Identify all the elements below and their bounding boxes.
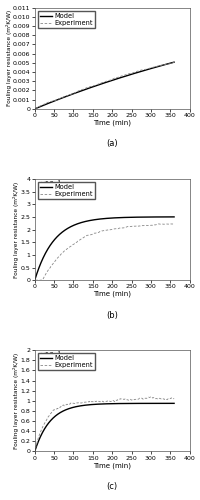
Experiment	[34, 106, 37, 112]
Experiment	[117, 226, 119, 232]
X-axis label: Time (min): Time (min)	[93, 120, 131, 126]
Model	[96, 216, 98, 222]
Model	[69, 405, 71, 411]
Model	[126, 72, 128, 78]
Model	[126, 400, 128, 406]
Model	[172, 59, 174, 65]
Legend: Model, Experiment: Model, Experiment	[38, 354, 95, 370]
Model	[172, 214, 174, 220]
Model	[58, 410, 60, 416]
Experiment	[156, 221, 159, 227]
Model	[69, 92, 71, 98]
Experiment	[34, 277, 37, 283]
Text: (c): (c)	[106, 482, 117, 491]
Experiment	[119, 225, 121, 231]
Model	[96, 82, 98, 88]
Model	[33, 448, 36, 454]
Experiment	[116, 74, 119, 80]
Model	[58, 96, 60, 102]
Experiment	[34, 445, 37, 451]
Experiment	[150, 64, 153, 70]
Text: (a): (a)	[106, 140, 117, 148]
Model	[58, 232, 60, 237]
Text: (b): (b)	[106, 310, 118, 320]
Model	[115, 76, 117, 82]
Line: Model: Model	[35, 217, 173, 280]
Model	[115, 215, 117, 221]
Experiment	[119, 74, 121, 80]
Experiment	[151, 222, 153, 228]
Experiment	[35, 277, 37, 283]
Model	[126, 214, 128, 220]
Model	[138, 400, 140, 406]
Line: Experiment: Experiment	[35, 62, 173, 108]
X-axis label: Time (min): Time (min)	[93, 462, 131, 468]
Experiment	[116, 226, 119, 232]
Experiment	[172, 396, 174, 402]
Experiment	[35, 106, 37, 112]
Experiment	[172, 221, 174, 227]
Y-axis label: Fouling layer resistance (m²K/W): Fouling layer resistance (m²K/W)	[6, 10, 11, 106]
Text: ×10⁻³: ×10⁻³	[39, 181, 60, 187]
Model	[69, 224, 71, 230]
Experiment	[116, 397, 119, 403]
Y-axis label: Fouling layer resistance (m²K/W): Fouling layer resistance (m²K/W)	[13, 352, 19, 449]
Experiment	[172, 60, 174, 66]
Experiment	[116, 74, 118, 80]
Model	[33, 277, 36, 283]
Experiment	[119, 396, 121, 402]
Experiment	[150, 394, 152, 400]
Legend: Model, Experiment: Model, Experiment	[38, 182, 95, 199]
Experiment	[151, 395, 153, 401]
Line: Model: Model	[35, 404, 173, 452]
Model	[138, 69, 140, 75]
Model	[172, 400, 174, 406]
Line: Experiment: Experiment	[35, 224, 173, 280]
Experiment	[116, 396, 118, 402]
Experiment	[160, 221, 162, 227]
Model	[138, 214, 140, 220]
Line: Model: Model	[35, 62, 173, 109]
Legend: Model, Experiment: Model, Experiment	[38, 11, 95, 28]
Experiment	[160, 396, 162, 402]
Model	[96, 401, 98, 407]
Line: Experiment: Experiment	[35, 397, 173, 448]
Model	[115, 400, 117, 406]
Text: ×10⁻³: ×10⁻³	[39, 352, 60, 358]
Model	[33, 106, 36, 112]
Y-axis label: Fouling layer resistance (m²K/W): Fouling layer resistance (m²K/W)	[13, 182, 19, 278]
Experiment	[35, 277, 37, 283]
Experiment	[159, 62, 162, 68]
Experiment	[35, 444, 37, 450]
X-axis label: Time (min): Time (min)	[93, 290, 131, 297]
